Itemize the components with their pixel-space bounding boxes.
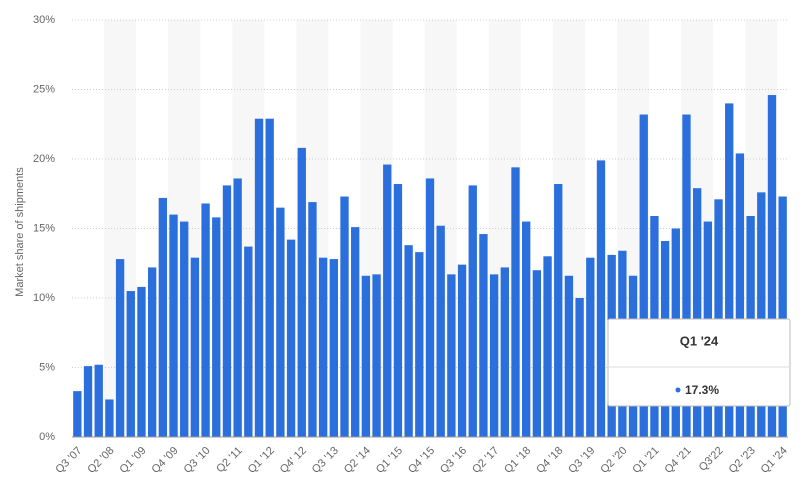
x-tick-label: Q1 '12 <box>246 445 277 476</box>
tooltip-title: Q1 '24 <box>680 333 719 348</box>
x-tick-label: Q2 '08 <box>85 445 116 476</box>
y-axis-label: Market share of shipments <box>14 167 26 297</box>
bar <box>468 185 477 437</box>
bar <box>115 259 125 437</box>
bar <box>575 298 584 437</box>
bar <box>767 95 777 437</box>
x-tick-label: Q3 '10 <box>182 445 213 476</box>
y-tick-label: 20% <box>33 153 55 165</box>
bar <box>500 267 509 437</box>
bar <box>308 202 317 437</box>
x-tick-label: Q2 '20 <box>598 445 629 476</box>
bar <box>596 160 606 437</box>
x-tick-label: Q4 '21 <box>662 445 693 476</box>
x-tick-label: Q2 '11 <box>214 445 245 476</box>
bar <box>447 274 456 437</box>
x-tick-label: Q4 '18 <box>534 445 565 476</box>
bar <box>425 178 435 437</box>
bar <box>532 270 542 437</box>
bar <box>180 221 189 437</box>
bar <box>169 214 178 437</box>
y-tick-label: 0% <box>39 431 55 443</box>
bar <box>244 246 253 437</box>
bar <box>692 188 702 437</box>
bar <box>126 291 135 437</box>
bar <box>383 164 392 437</box>
bar <box>586 257 595 437</box>
bar <box>265 118 274 437</box>
bar <box>404 245 413 437</box>
x-tick-label: Q3'22 <box>697 445 726 474</box>
x-tick-label: Q4 '15 <box>406 445 437 476</box>
bar <box>735 153 745 437</box>
bar <box>361 275 371 437</box>
x-tick-label: Q1 '15 <box>374 445 405 476</box>
bar <box>329 259 338 437</box>
bar <box>564 275 574 437</box>
bar <box>639 114 648 438</box>
bar <box>511 167 520 437</box>
bar <box>778 196 787 437</box>
x-tick-label: Q4 '09 <box>150 445 181 476</box>
y-tick-label: 30% <box>33 14 55 26</box>
bar <box>372 274 381 437</box>
bar <box>190 257 200 437</box>
bar <box>415 252 424 437</box>
x-tick-label: Q3 '16 <box>438 445 469 476</box>
y-tick-label: 15% <box>33 222 55 234</box>
bar <box>489 274 499 437</box>
x-tick-label: Q3 '07 <box>53 445 84 476</box>
x-tick-label: Q2 '17 <box>470 445 501 476</box>
bar <box>393 184 403 437</box>
bar <box>105 399 114 437</box>
bar <box>147 267 157 437</box>
bar <box>714 199 723 437</box>
x-tick-label: Q3 '19 <box>566 445 597 476</box>
bar <box>137 286 146 437</box>
bar <box>479 234 488 437</box>
bar <box>94 364 103 437</box>
bar <box>254 118 264 437</box>
bar <box>276 207 285 437</box>
x-tick-label: Q1 '21 <box>630 445 661 476</box>
bar <box>457 264 467 437</box>
tooltip-dot <box>675 387 681 393</box>
bar <box>318 257 328 437</box>
bar <box>158 197 168 437</box>
bar <box>83 366 93 437</box>
y-tick-label: 25% <box>33 83 55 95</box>
x-tick-label: Q1 '24 <box>759 445 790 476</box>
y-tick-label: 10% <box>33 292 55 304</box>
tooltip-box <box>607 318 791 407</box>
x-tick-label: Q2 '23 <box>727 445 758 476</box>
bar <box>543 256 552 437</box>
bar <box>436 225 445 437</box>
bar <box>233 178 242 437</box>
bar <box>682 114 691 438</box>
tooltip: Q1 '24 17.3% <box>607 318 791 407</box>
bar <box>351 227 360 437</box>
x-tick-label: Q1 '18 <box>502 445 533 476</box>
bar <box>212 217 221 437</box>
bar <box>297 147 306 437</box>
bar <box>757 192 766 437</box>
tooltip-value: 17.3% <box>685 383 719 397</box>
bar <box>522 221 531 437</box>
bar <box>286 239 296 437</box>
bar <box>201 203 210 437</box>
bar <box>725 103 734 438</box>
x-tick-label: Q1 '09 <box>117 445 148 476</box>
bar <box>554 184 563 437</box>
y-tick-label: 5% <box>39 361 55 373</box>
bar <box>73 391 82 437</box>
x-tick-label: Q3 '13 <box>310 445 341 476</box>
x-tick-label: Q2 '14 <box>342 445 373 476</box>
x-tick-label: Q4' 12 <box>278 445 309 476</box>
bar <box>222 185 232 437</box>
bar <box>340 196 349 437</box>
